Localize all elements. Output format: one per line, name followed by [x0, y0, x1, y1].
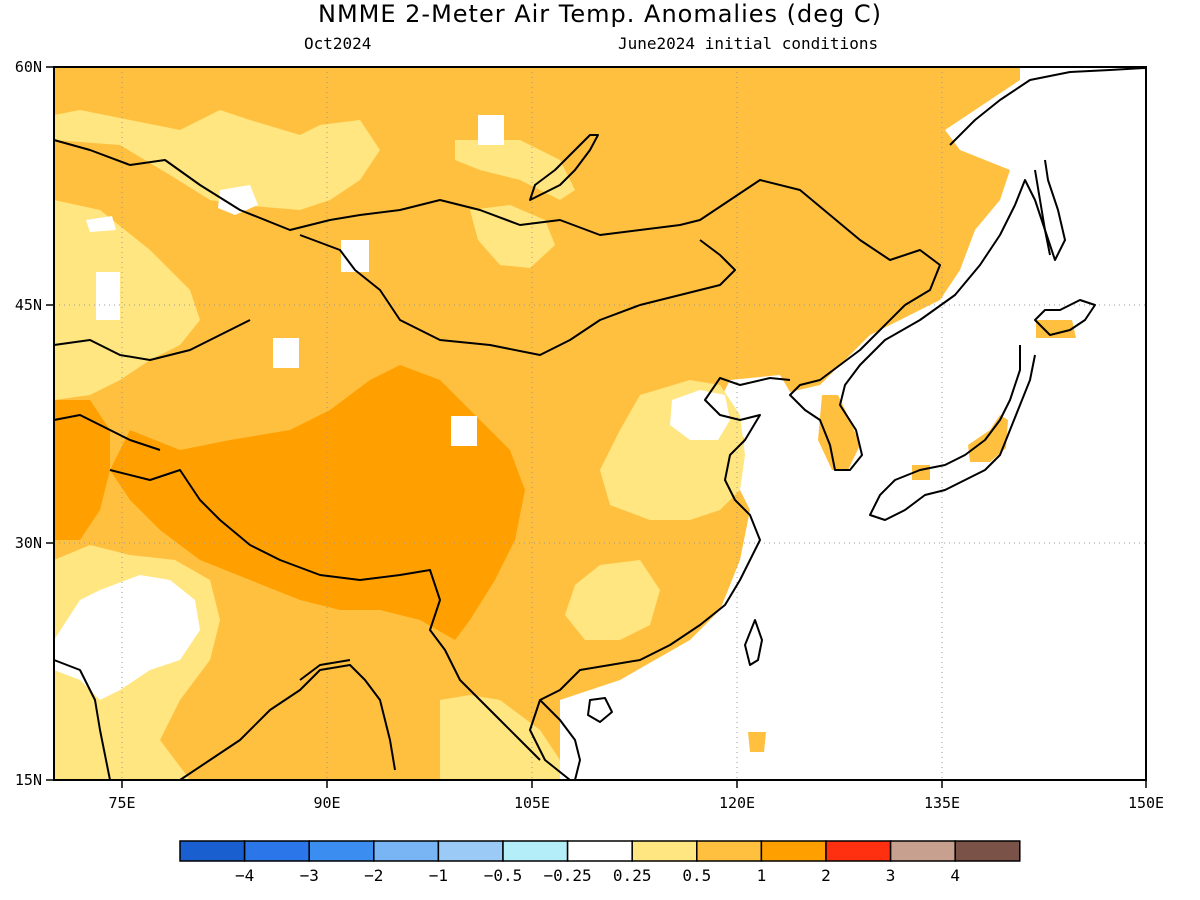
colorbar-label-5: −0.25: [544, 866, 592, 885]
initial-conditions: June2024 initial conditions: [618, 34, 879, 53]
nodata-qinghai-white: [451, 416, 477, 446]
colorbar-swatch-12: [954, 840, 1021, 862]
colorbar-swatch-8: [696, 840, 763, 862]
colorbar-label-1: −3: [300, 866, 319, 885]
colorbar-label-10: 3: [886, 866, 896, 885]
nodata-india-white: [54, 575, 200, 700]
coastlines-borders: [53, 67, 1146, 781]
lon-tick-150E: 150E: [1128, 794, 1164, 812]
forecast-month: Oct2024: [304, 34, 372, 53]
colorbar-swatch-0: [179, 840, 246, 862]
nodata-aral-white: [86, 216, 116, 232]
colorbar-swatch-4: [437, 840, 504, 862]
colorbar-swatch-10: [825, 840, 892, 862]
gridlines: [54, 67, 1146, 780]
anomaly-korea-orange: [818, 395, 860, 470]
lon-tick-105E: 105E: [514, 794, 550, 812]
anomaly-baikal-yellow: [455, 140, 575, 200]
lat-tick-15N: 15N: [15, 771, 42, 789]
colorbar: −4 −3 −2 −1 −0.5 −0.25 0.25 0.5 1 2 3 4: [179, 840, 1021, 885]
lon-tick-120E: 120E: [719, 794, 755, 812]
colorbar-swatch-1: [243, 840, 310, 862]
anomaly-westsiberia-yellow: [54, 110, 380, 210]
colorbar-swatch-5: [502, 840, 569, 862]
map-title: NMME 2-Meter Air Temp. Anomalies (deg C): [317, 0, 882, 28]
colorbar-swatch-3: [373, 840, 440, 862]
colorbar-label-9: 2: [821, 866, 831, 885]
colorbar-swatch-9: [760, 840, 827, 862]
nodata-issyk-white: [273, 338, 299, 368]
colorbar-label-4: −0.5: [484, 866, 523, 885]
lat-tick-60N: 60N: [15, 58, 42, 76]
nodata-balkhash-white: [96, 272, 120, 320]
colorbar-label-2: −2: [364, 866, 383, 885]
nodata-kazakh-white: [218, 185, 258, 215]
anomaly-taiwan-orange: [748, 732, 766, 752]
map-frame: [53, 66, 1147, 781]
colorbar-label-0: −4: [235, 866, 254, 885]
anomaly-hokkaido-orange: [1036, 320, 1076, 338]
anomaly-japan-orange: [968, 415, 1008, 462]
nodata-korea-bay-white: [670, 390, 730, 440]
colorbar-swatch-11: [889, 840, 956, 862]
anomaly-pakistan-orange: [54, 400, 110, 540]
lat-tick-30N: 30N: [15, 534, 42, 552]
colorbar-swatch-2: [308, 840, 375, 862]
anomaly-kazakh-yellow: [54, 200, 200, 400]
colorbar-label-11: 4: [950, 866, 960, 885]
colorbar-label-7: 0.5: [682, 866, 711, 885]
anomaly-indochina-yellow: [440, 695, 560, 780]
nodata-khovsgol-white: [478, 115, 504, 145]
anomaly-mongolia-yellow: [470, 205, 555, 268]
colorbar-label-3: −1: [429, 866, 448, 885]
lon-tick-75E: 75E: [108, 794, 135, 812]
anomaly-field: [54, 67, 1146, 780]
lat-tick-45N: 45N: [15, 296, 42, 314]
lon-tick-90E: 90E: [313, 794, 340, 812]
colorbar-swatch-7: [631, 840, 698, 862]
colorbar-label-6: 0.25: [613, 866, 652, 885]
colorbar-swatch-6: [566, 840, 633, 862]
axis-ticks: [46, 66, 1147, 788]
anomaly-southchina-yellow: [565, 560, 660, 640]
colorbar-label-8: 1: [757, 866, 767, 885]
lon-tick-135E: 135E: [924, 794, 960, 812]
